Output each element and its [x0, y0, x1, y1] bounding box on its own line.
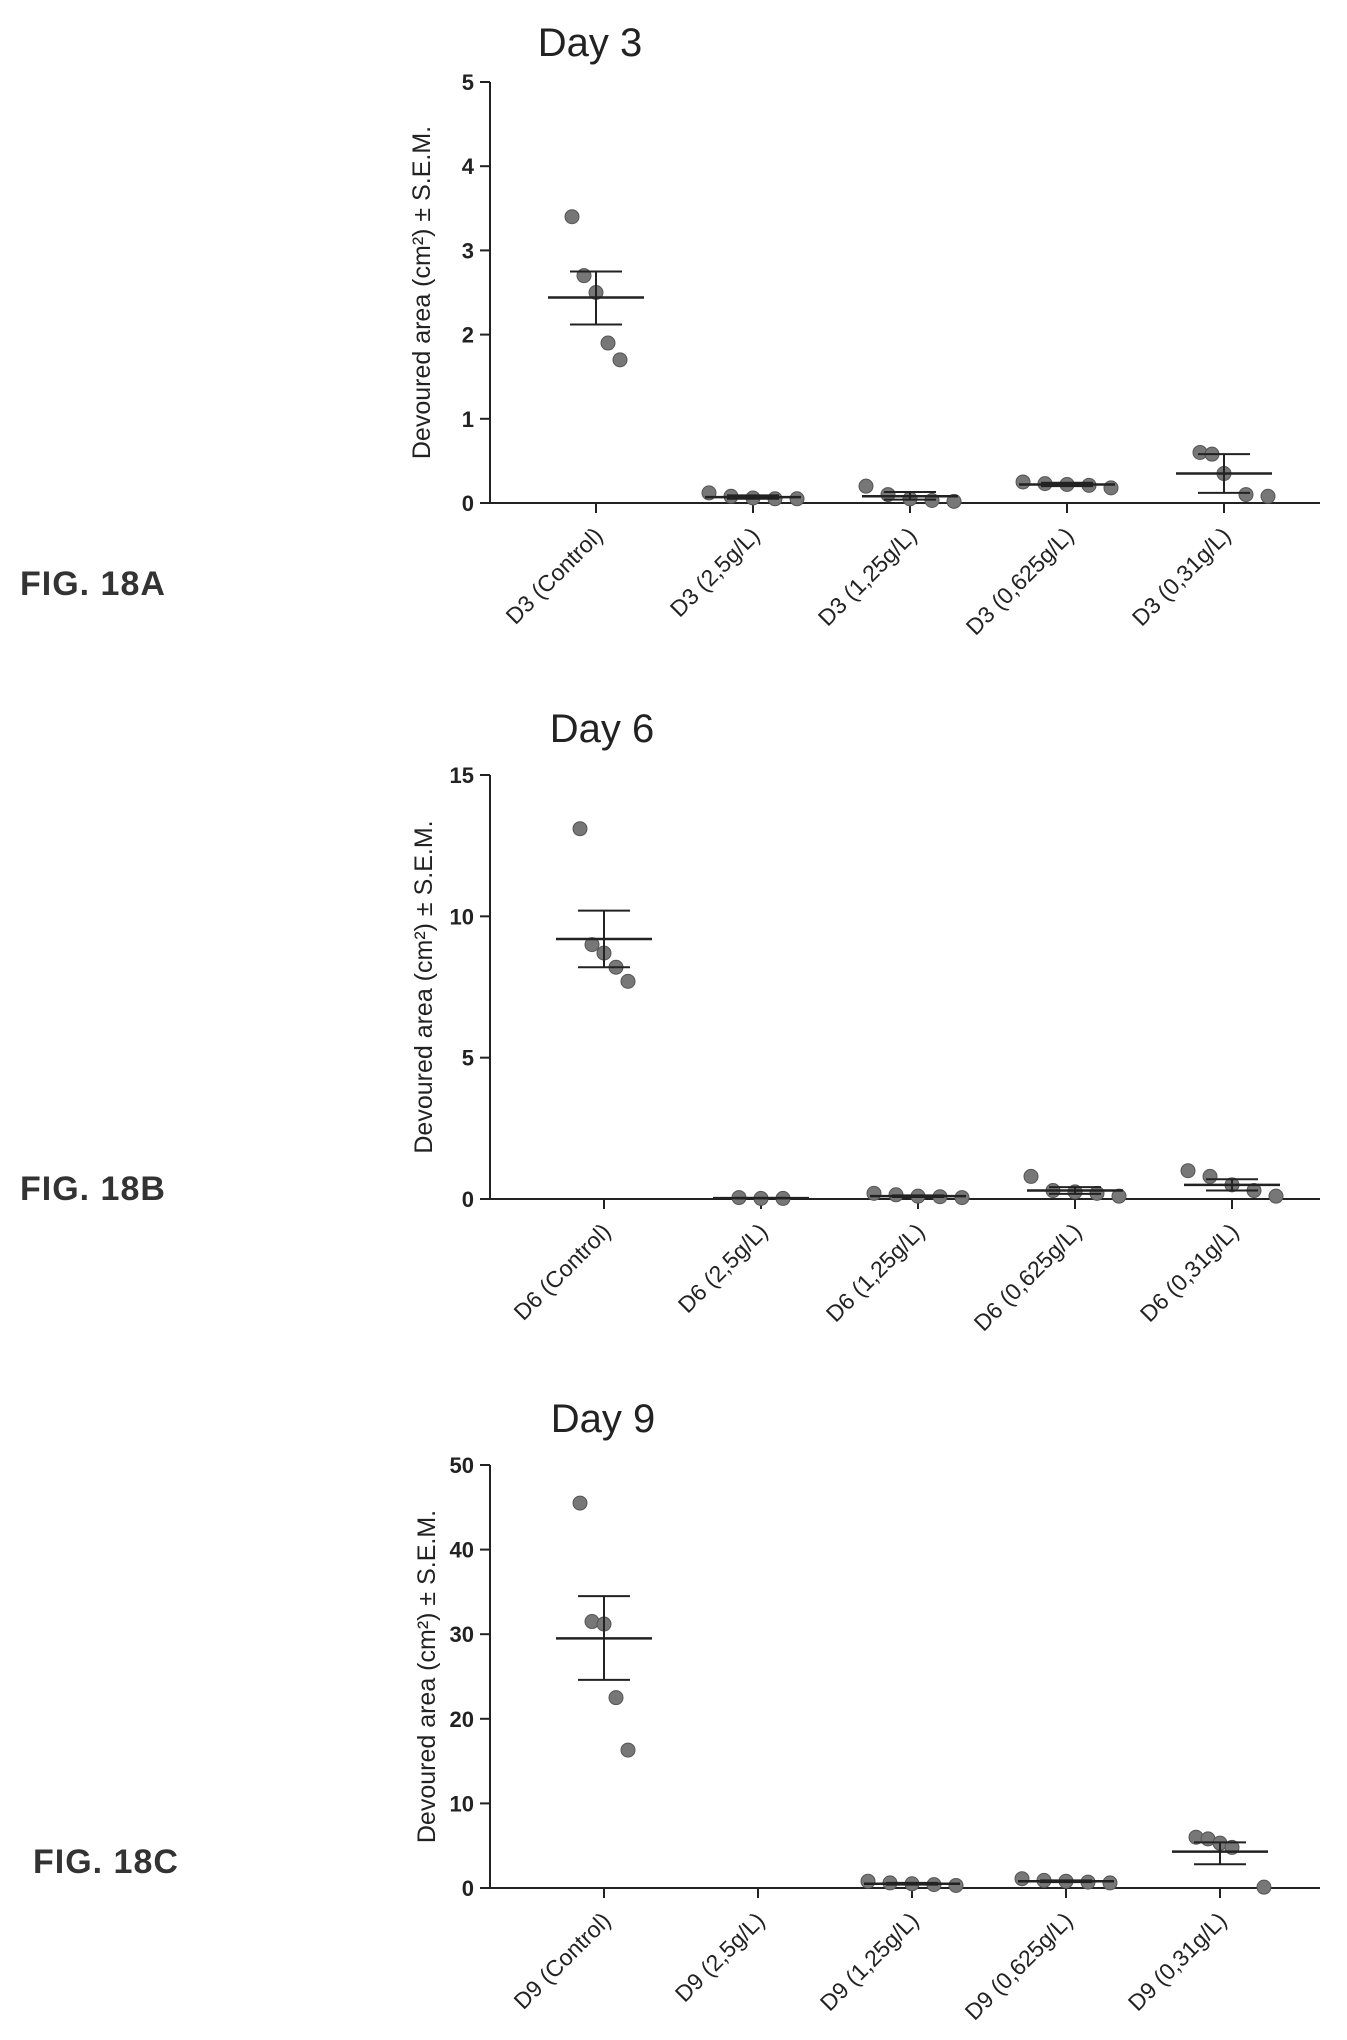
y-tick-label: 1	[462, 407, 474, 432]
y-tick-label: 0	[462, 491, 474, 516]
data-point	[1015, 474, 1031, 490]
x-tick-label: D3 (0,625g/L)	[961, 522, 1079, 640]
data-point	[946, 493, 962, 509]
data-point	[584, 937, 600, 953]
y-tick-label: 5	[462, 70, 474, 95]
data-point	[600, 335, 616, 351]
data-point	[1180, 1163, 1196, 1179]
data-point	[620, 973, 636, 989]
y-axis-label: Devoured area (cm²) ± S.E.M.	[410, 820, 438, 1153]
x-tick-label: D6 (0,625g/L)	[969, 1218, 1087, 1336]
y-tick-label: 3	[462, 238, 474, 263]
data-point	[612, 352, 628, 368]
x-tick-label: D9 (Control)	[509, 1907, 616, 2014]
y-tick-label: 40	[450, 1538, 474, 1563]
data-point	[572, 1495, 588, 1511]
figure-label-18c: FIG. 18C	[33, 1843, 179, 1881]
chart-panel-2: Day 6 Devoured area (cm²) ± S.E.M. 0 5 10 15 D…	[410, 707, 1320, 1336]
data-point	[1260, 488, 1276, 504]
data-point	[948, 1877, 964, 1893]
data-point	[866, 1185, 882, 1201]
data-point	[789, 491, 805, 507]
y-tick-label: 0	[462, 1187, 474, 1212]
data-point	[608, 1690, 624, 1706]
y-tick-label: 4	[462, 154, 475, 179]
x-tick-label: D3 (1,25g/L)	[813, 522, 922, 631]
data-point	[1014, 1871, 1030, 1887]
y-tick-label: 2	[462, 323, 474, 348]
data-point	[954, 1190, 970, 1206]
x-tick-label: D9 (0,625g/L)	[960, 1907, 1078, 2025]
x-tick-label: D9 (1,25g/L)	[815, 1907, 924, 2016]
x-tick-label: D9 (2,5g/L)	[670, 1907, 770, 2007]
x-tick-label: D3 (Control)	[501, 522, 608, 629]
data-point	[1268, 1188, 1284, 1204]
data-point	[1023, 1168, 1039, 1184]
y-tick-label: 10	[450, 1791, 474, 1816]
chart-title: Day 3	[538, 21, 643, 65]
data-point	[620, 1742, 636, 1758]
x-tick-label: D3 (2,5g/L)	[665, 522, 765, 622]
data-point	[1102, 1875, 1118, 1891]
data-point	[858, 478, 874, 494]
figure-label-18a: FIG. 18A	[20, 565, 166, 603]
chart-panel-3: Day 9 Devoured area (cm²) ± S.E.M. 0 10 20 30…	[413, 1397, 1320, 2025]
x-tick-label: D3 (0,31g/L)	[1127, 522, 1236, 631]
y-tick-label: 10	[450, 904, 474, 929]
y-tick-label: 20	[450, 1707, 474, 1732]
y-tick-label: 5	[462, 1046, 474, 1071]
data-point	[564, 209, 580, 225]
data-point	[860, 1873, 876, 1889]
y-axis-label: Devoured area (cm²) ± S.E.M.	[413, 1510, 441, 1843]
data-point	[1256, 1879, 1272, 1895]
y-tick-label: 50	[450, 1453, 474, 1478]
data-point	[572, 821, 588, 837]
y-tick-label: 0	[462, 1876, 474, 1901]
chart-title: Day 6	[550, 707, 655, 751]
x-tick-label: D6 (Control)	[509, 1218, 616, 1325]
x-tick-label: D9 (0,31g/L)	[1123, 1907, 1232, 2016]
x-tick-label: D6 (0,31g/L)	[1135, 1218, 1244, 1327]
x-tick-label: D6 (2,5g/L)	[673, 1218, 773, 1318]
data-point	[1103, 480, 1119, 496]
y-tick-label: 15	[450, 763, 474, 788]
x-tick-label: D6 (1,25g/L)	[821, 1218, 930, 1327]
data-point	[1238, 487, 1254, 503]
data-point	[1111, 1188, 1127, 1204]
data-point	[1202, 1168, 1218, 1184]
chart-title: Day 9	[551, 1397, 656, 1441]
y-axis-label: Devoured area (cm²) ± S.E.M.	[408, 126, 436, 459]
figure-label-18b: FIG. 18B	[20, 1170, 166, 1208]
chart-panel-1: Day 3 Devoured area (cm²) ± S.E.M. 0 1 2 3 4 5 D…	[408, 21, 1320, 640]
y-tick-label: 30	[450, 1622, 474, 1647]
